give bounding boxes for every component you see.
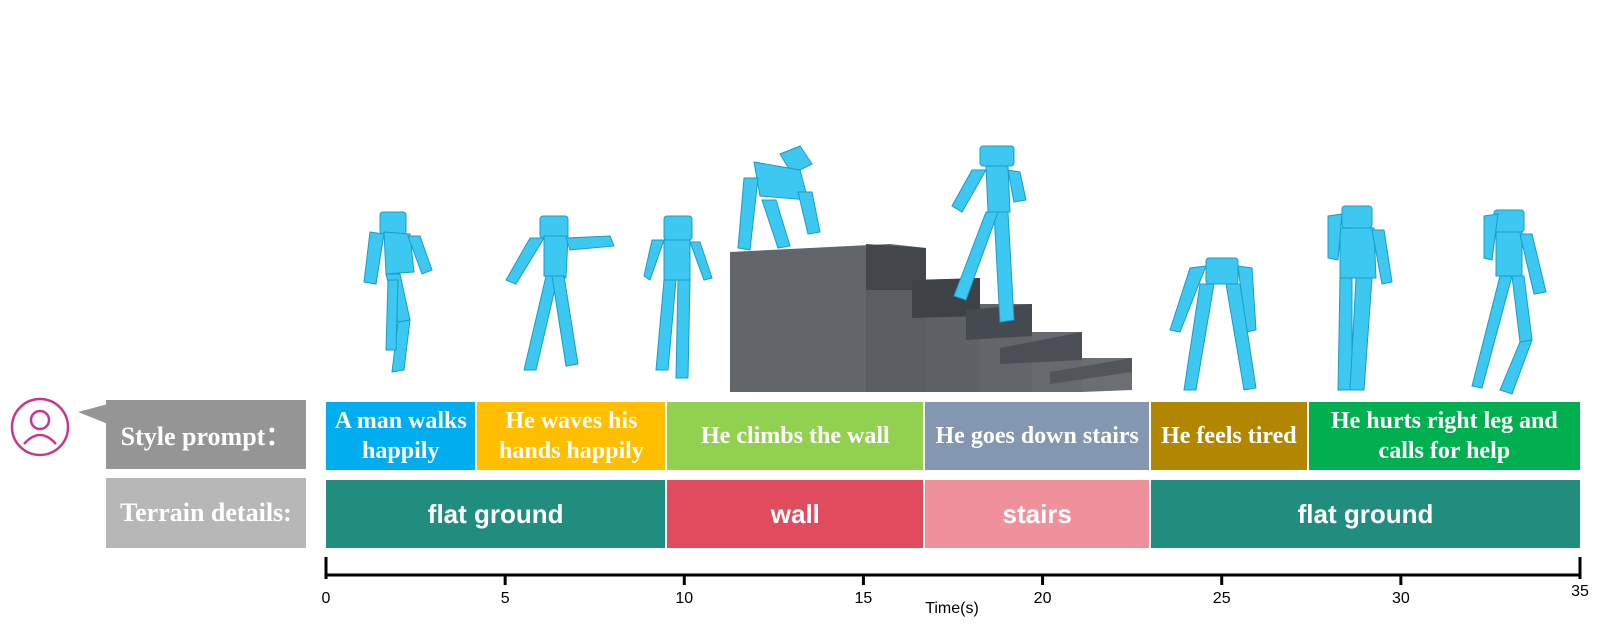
user-icon — [10, 397, 108, 457]
time-axis-tick-label: 0 — [321, 590, 331, 607]
time-axis-tick-label: 25 — [1212, 590, 1231, 607]
terrain-segment-0: flat ground — [326, 480, 666, 548]
motion-illustration — [363, 145, 1547, 395]
time-axis-tick-label: 30 — [1391, 590, 1410, 607]
style-prompt-segment-4: He feels tired — [1151, 402, 1307, 470]
terrain-segment-2: stairs — [925, 480, 1150, 548]
figure-tired — [1169, 257, 1257, 391]
time-axis-tick-label: 20 — [1033, 590, 1052, 607]
terrain-segment-1: wall — [667, 480, 924, 548]
terrain-details-header: Terrain details: — [106, 478, 306, 548]
style-prompt-segment-1: He waves his hands happily — [477, 402, 666, 470]
figure-hurt-limping — [1471, 209, 1547, 395]
figure-walking — [363, 211, 433, 373]
style-prompt-segment-5: He hurts right leg and calls for help — [1308, 402, 1580, 470]
style-prompt-segment-2: He climbs the wall — [667, 402, 924, 470]
stairs-block — [730, 244, 1132, 392]
figure-descending — [951, 145, 1027, 323]
terrain-segment-3: flat ground — [1151, 480, 1580, 548]
time-axis-tick-label: 5 — [500, 590, 510, 607]
style-prompt-segment-3: He goes down stairs — [925, 402, 1150, 470]
figure-climbing — [737, 145, 821, 251]
figure-waving — [505, 215, 615, 371]
time-axis-title: Time(s) — [925, 600, 979, 617]
style-prompt-segment-0: A man walks happily — [326, 402, 476, 470]
time-axis-tick-label: 15 — [854, 590, 873, 607]
time-axis-tick-label: 10 — [675, 590, 694, 607]
time-axis-tick-label: 35 — [1571, 583, 1589, 600]
figure-approaching-wall — [643, 215, 713, 379]
figure-hurt-calling — [1327, 205, 1393, 391]
style-prompt-header: Style prompt： — [106, 400, 306, 469]
